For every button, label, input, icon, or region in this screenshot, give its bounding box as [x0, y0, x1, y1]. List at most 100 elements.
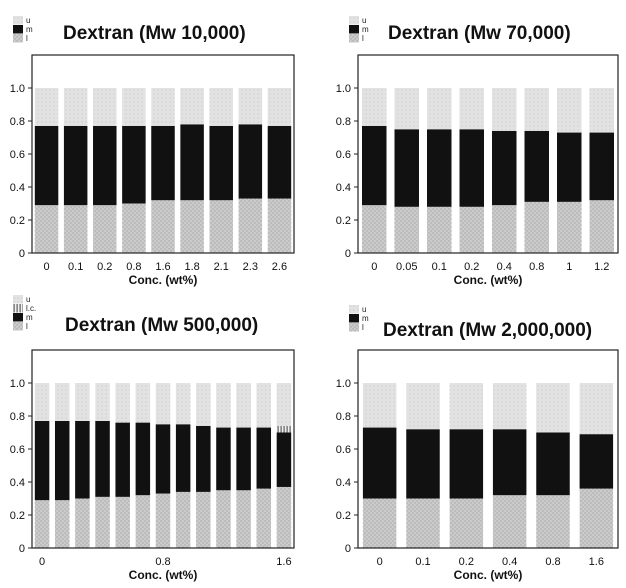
- bar-segment-l-2: [406, 498, 440, 548]
- x-tick-label: 0: [39, 556, 45, 568]
- bar-segment-l-1: [34, 500, 50, 548]
- bar-segment-l-6: [180, 200, 204, 253]
- bar-segment-m-1: [34, 420, 50, 501]
- bar-segment-u-13: [276, 383, 292, 426]
- legend-swatch-m: [349, 25, 359, 34]
- y-tick-label: 0.6: [336, 149, 351, 161]
- legend-swatch-u: [13, 16, 23, 25]
- bar-segment-l-7: [209, 200, 233, 253]
- y-tick-label: 0.8: [336, 411, 351, 423]
- bar-segment-l-5: [115, 496, 130, 548]
- y-tick-label: 0.2: [10, 510, 25, 522]
- chart-panel-3: 0 0.8 1.6 0 0.2 0.4 0.6 0.8 1.0 Conc. (wt%) Dextra…: [10, 295, 295, 582]
- chart-title: Dextran (Mw 2,000,000): [383, 320, 592, 341]
- y-tick-label: 0.8: [10, 116, 25, 128]
- bar-segment-l-4: [95, 496, 110, 548]
- bar-segment-u-5: [115, 383, 130, 423]
- bar-segment-l-5: [151, 200, 175, 253]
- y-tick-label: 0.6: [336, 444, 351, 456]
- bar-segment-u-1: [34, 383, 50, 421]
- bar-segment-l-6: [524, 201, 549, 253]
- bar-segment-m-3: [75, 420, 90, 499]
- bar-segment-l-6: [579, 488, 614, 548]
- bar-segment-u-2: [394, 88, 419, 130]
- legend-label-u: u: [26, 295, 30, 304]
- bar-segment-l-9: [196, 491, 211, 548]
- bar-segment-m-2: [406, 429, 440, 499]
- bar-segment-l-9: [267, 198, 292, 253]
- legend-label-l: l: [26, 34, 28, 43]
- bar-segment-u-4: [459, 88, 484, 130]
- bar-segment-l-1: [362, 498, 397, 548]
- bar-segment-l-8: [589, 200, 614, 253]
- legend-label-lc: l.c.: [26, 304, 36, 313]
- bar-segment-m-6: [579, 434, 614, 489]
- x-tick-label: 0.8: [529, 261, 544, 273]
- bar-segment-m-6: [135, 422, 151, 496]
- legend-swatch-m: [13, 25, 23, 34]
- chart-panel-4: 0 0.1 0.2 0.4 0.8 1.6 0 0.2 0.4 0.6 0.8 1.0 Conc. (w…: [336, 305, 619, 582]
- bar-segment-l-4: [459, 206, 484, 253]
- bar-segment-l-3: [427, 206, 452, 253]
- legend-label-u: u: [26, 16, 30, 25]
- bar-segment-m-3: [93, 125, 117, 206]
- legend-label-m: m: [26, 313, 33, 322]
- x-tick-label: 0.8: [126, 261, 141, 273]
- bar-segment-m-7: [209, 125, 233, 201]
- bar-segment-m-12: [256, 427, 272, 489]
- bar-segment-l-6: [135, 495, 151, 548]
- bar-segment-u-8: [238, 88, 263, 125]
- x-tick-label: 0.8: [155, 556, 170, 568]
- x-tick-label: 2.1: [214, 261, 229, 273]
- chart-panel-2: 0 0.05 0.1 0.2 0.4 0.8 1 1.2 0 0.2 0.4 0.6 0.8 1.0 Con…: [336, 16, 619, 287]
- bar-segment-l-5: [492, 205, 517, 253]
- bar-segment-m-2: [54, 420, 70, 501]
- bar-segment-u-1: [362, 383, 397, 428]
- bar-segment-u-3: [449, 383, 484, 430]
- bar-segment-u-3: [427, 88, 452, 130]
- bar-segment-u-3: [75, 383, 90, 421]
- chart-title: Dextran (Mw 10,000): [63, 23, 246, 44]
- bar-segment-m-5: [115, 422, 130, 497]
- bar-segment-m-4: [95, 420, 110, 497]
- bar-segment-m-4: [459, 129, 484, 207]
- y-tick-label: 0.2: [336, 510, 351, 522]
- y-tick-label: 0.2: [336, 215, 351, 227]
- x-tick-label: 0.8: [545, 556, 560, 568]
- bar-segment-m-4: [492, 429, 527, 496]
- bar-segment-u-9: [267, 88, 292, 126]
- bar-segment-u-8: [175, 383, 191, 425]
- x-axis-label: Conc. (wt%): [129, 273, 198, 287]
- x-tick-label: 0.1: [432, 261, 447, 273]
- legend-swatch-lc: [13, 304, 23, 313]
- bar-segment-u-12: [256, 383, 272, 428]
- bar-segment-u-6: [180, 88, 204, 125]
- bar-segment-l-8: [175, 491, 191, 548]
- x-tick-label: 0: [43, 261, 49, 273]
- bar-segment-u-5: [536, 383, 570, 433]
- bar-segment-l-13: [276, 486, 292, 548]
- y-tick-label: 0.8: [10, 411, 25, 423]
- bar-segment-m-5: [151, 125, 175, 201]
- bar-segment-m-6: [180, 124, 204, 201]
- x-axis-label: Conc. (wt%): [454, 273, 523, 287]
- x-tick-label: 1.2: [594, 261, 609, 273]
- legend-swatch-l: [13, 322, 23, 331]
- y-tick-label: 0.6: [10, 444, 25, 456]
- legend-label-l: l: [362, 323, 364, 332]
- bar-segment-l-8: [238, 198, 263, 253]
- bar-segment-u-7: [557, 88, 582, 133]
- y-tick-label: 0.4: [10, 477, 25, 489]
- bar-segment-u-6: [135, 383, 151, 423]
- bar-segment-u-7: [209, 88, 233, 126]
- bar-segment-m-3: [427, 129, 452, 207]
- x-axis-label: Conc. (wt%): [129, 568, 198, 582]
- bar-segment-m-7: [155, 424, 171, 494]
- bar-segment-m-4: [122, 125, 146, 204]
- x-tick-label: 2.3: [243, 261, 258, 273]
- bar-segment-u-5: [151, 88, 175, 126]
- x-tick-label: 1.8: [184, 261, 199, 273]
- bar-segment-l-7: [155, 493, 171, 548]
- x-tick-label: 0: [377, 556, 383, 568]
